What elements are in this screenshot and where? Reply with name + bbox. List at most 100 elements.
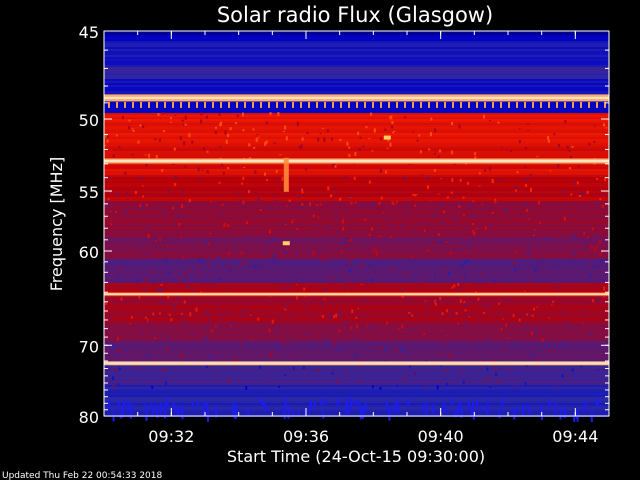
heatmap-row bbox=[104, 239, 609, 241]
heatmap-speck bbox=[548, 262, 551, 264]
heatmap-speck bbox=[245, 190, 248, 192]
heatmap-speck bbox=[118, 277, 121, 279]
heatmap-speck bbox=[285, 305, 287, 309]
heatmap-speck bbox=[209, 233, 212, 234]
band-spike bbox=[212, 101, 214, 108]
heatmap-row bbox=[104, 37, 609, 39]
heatmap-speck bbox=[278, 318, 281, 321]
heatmap-row bbox=[104, 183, 609, 185]
heatmap-speck bbox=[115, 134, 118, 137]
heatmap-speck bbox=[156, 407, 159, 418]
heatmap-speck bbox=[527, 277, 530, 280]
heatmap-row bbox=[104, 209, 609, 211]
band-spike bbox=[468, 101, 470, 108]
heatmap-row bbox=[104, 83, 609, 85]
heatmap-speck bbox=[465, 314, 468, 317]
band-spike bbox=[604, 101, 606, 108]
heatmap-speck bbox=[348, 240, 351, 242]
heatmap-speck bbox=[112, 154, 115, 158]
heatmap-speck bbox=[370, 112, 373, 116]
heatmap-speck bbox=[134, 365, 137, 368]
heatmap-speck bbox=[523, 327, 526, 331]
heatmap-speck bbox=[457, 287, 460, 291]
heatmap-speck bbox=[552, 300, 555, 303]
heatmap-speck bbox=[408, 312, 411, 314]
heatmap-speck bbox=[119, 411, 122, 419]
heatmap-speck bbox=[184, 216, 187, 219]
heatmap-speck bbox=[206, 310, 209, 315]
heatmap-speck bbox=[141, 185, 144, 187]
heatmap-speck bbox=[258, 398, 261, 404]
heatmap-row bbox=[104, 237, 609, 239]
heatmap-speck bbox=[293, 219, 296, 221]
heatmap-speck bbox=[304, 410, 307, 417]
heatmap-speck bbox=[338, 310, 341, 313]
heatmap-speck bbox=[124, 171, 127, 175]
heatmap-speck bbox=[597, 399, 600, 404]
heatmap-row bbox=[104, 283, 609, 285]
heatmap-speck bbox=[240, 206, 243, 207]
heatmap-speck bbox=[441, 353, 444, 355]
heatmap-row bbox=[104, 165, 609, 167]
heatmap-speck bbox=[215, 126, 217, 129]
heatmap-speck bbox=[184, 115, 187, 120]
heatmap-row bbox=[104, 351, 609, 353]
heatmap-speck bbox=[446, 335, 449, 337]
heatmap-speck bbox=[317, 368, 320, 372]
heatmap-speck bbox=[218, 113, 221, 116]
band-spike bbox=[132, 101, 134, 108]
heatmap-speck bbox=[568, 258, 571, 260]
heatmap-row bbox=[104, 309, 609, 311]
heatmap-speck bbox=[446, 383, 449, 386]
heatmap-speck bbox=[432, 212, 435, 216]
heatmap-speck bbox=[198, 272, 201, 275]
heatmap-speck bbox=[345, 286, 348, 290]
heatmap-speck bbox=[439, 204, 442, 208]
heatmap-speck bbox=[108, 176, 111, 179]
heatmap-row bbox=[104, 79, 609, 81]
heatmap-speck bbox=[206, 150, 209, 153]
heatmap-speck bbox=[311, 340, 314, 343]
heatmap-speck bbox=[184, 322, 187, 326]
heatmap-speck bbox=[163, 130, 166, 133]
heatmap-speck bbox=[161, 339, 164, 342]
heatmap-row bbox=[104, 311, 609, 313]
heatmap-speck bbox=[145, 278, 148, 283]
heatmap-speck bbox=[516, 171, 519, 174]
heatmap-speck bbox=[139, 204, 142, 207]
heatmap-speck bbox=[459, 401, 462, 412]
heatmap-row bbox=[104, 173, 609, 175]
heatmap-speck bbox=[580, 364, 583, 367]
heatmap-speck bbox=[119, 349, 122, 352]
heatmap-speck bbox=[108, 400, 111, 410]
heatmap-speck bbox=[553, 264, 556, 266]
heatmap-speck bbox=[346, 141, 349, 146]
heatmap-speck bbox=[334, 212, 337, 215]
heatmap-speck bbox=[203, 284, 206, 286]
heatmap-speck bbox=[339, 138, 342, 141]
heatmap-speck bbox=[319, 302, 322, 306]
heatmap-speck bbox=[286, 344, 289, 346]
heatmap-speck bbox=[350, 238, 352, 242]
heatmap-speck bbox=[212, 283, 215, 286]
heatmap-speck bbox=[284, 250, 287, 254]
band-spike bbox=[220, 101, 222, 108]
heatmap-speck bbox=[285, 136, 288, 141]
heatmap-row bbox=[104, 265, 609, 267]
band-spike bbox=[556, 101, 558, 108]
heatmap-speck bbox=[348, 146, 351, 149]
heatmap-speck bbox=[440, 178, 443, 180]
heatmap-speck bbox=[463, 303, 466, 307]
heatmap-speck bbox=[305, 167, 308, 171]
heatmap-speck bbox=[388, 409, 391, 421]
heatmap-speck bbox=[412, 131, 415, 133]
heatmap-speck bbox=[427, 185, 429, 190]
heatmap-speck bbox=[154, 255, 157, 257]
heatmap-speck bbox=[263, 401, 266, 409]
heatmap-speck bbox=[397, 328, 400, 330]
heatmap-speck bbox=[107, 342, 110, 345]
heatmap-speck bbox=[394, 348, 397, 352]
heatmap-speck bbox=[413, 372, 416, 375]
heatmap-speck bbox=[494, 200, 497, 204]
heatmap-speck bbox=[307, 206, 310, 208]
